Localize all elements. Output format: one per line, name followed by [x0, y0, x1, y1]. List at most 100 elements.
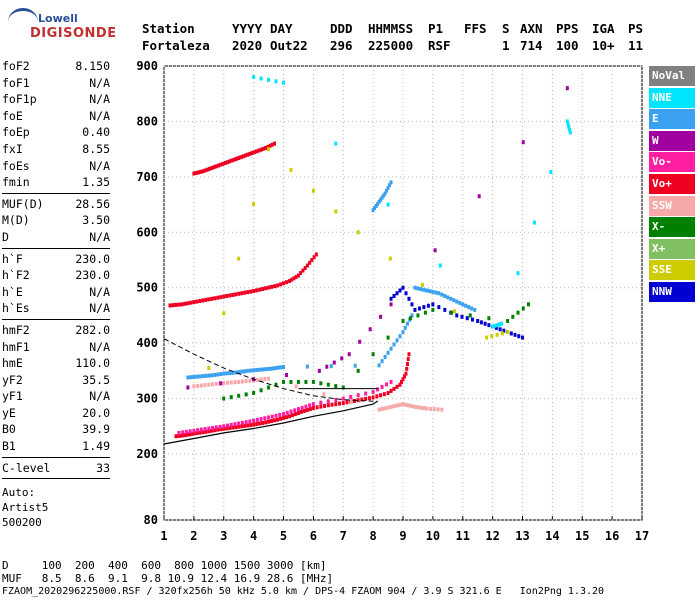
data-point: [499, 327, 502, 331]
data-point: [271, 143, 274, 147]
data-point: [273, 366, 276, 370]
y-tick-label: 600: [136, 225, 158, 239]
data-point: [267, 385, 270, 389]
data-point: [233, 380, 236, 384]
data-point: [241, 421, 244, 425]
data-point: [375, 394, 378, 398]
data-point: [425, 407, 428, 411]
data-point: [376, 387, 379, 391]
data-point: [198, 374, 201, 378]
data-point: [443, 294, 446, 298]
data-point: [533, 221, 536, 225]
data-point: [357, 230, 360, 234]
data-point: [478, 194, 481, 198]
data-point: [207, 427, 210, 431]
data-point: [390, 389, 393, 393]
data-point: [431, 302, 434, 306]
data-point: [419, 287, 422, 291]
data-point: [403, 374, 406, 378]
data-point: [216, 372, 219, 376]
data-point: [407, 297, 410, 301]
data-point: [384, 406, 387, 410]
data-point: [297, 380, 300, 384]
y-tick-label: 800: [136, 114, 158, 128]
data-point: [353, 399, 356, 403]
data-point: [276, 366, 279, 370]
data-point: [246, 290, 249, 294]
data-point: [312, 406, 315, 410]
data-point: [521, 336, 524, 340]
data-point: [471, 318, 474, 322]
data-point: [267, 367, 270, 371]
data-point: [331, 403, 334, 407]
data-point: [501, 331, 504, 335]
data-point: [249, 423, 252, 427]
data-point: [279, 365, 282, 369]
data-point: [186, 301, 189, 305]
data-point: [207, 297, 210, 301]
data-point: [294, 412, 297, 416]
data-point: [276, 418, 279, 422]
data-point: [429, 407, 432, 411]
data-point: [372, 390, 375, 394]
data-point: [350, 400, 353, 404]
data-point: [313, 255, 316, 259]
data-point: [381, 359, 384, 363]
data-point: [416, 313, 419, 317]
data-point: [506, 330, 509, 334]
data-point: [306, 365, 309, 369]
data-point: [517, 311, 520, 315]
data-point: [237, 394, 240, 398]
data-point: [404, 291, 407, 295]
x-tick-label: 1: [160, 529, 167, 543]
data-point: [264, 286, 267, 290]
data-point: [234, 292, 237, 296]
data-point: [308, 403, 311, 407]
data-point: [506, 319, 509, 323]
data-point: [334, 142, 337, 146]
data-point: [196, 384, 199, 388]
data-point: [413, 405, 416, 409]
data-point: [402, 330, 405, 334]
x-tick-label: 9: [399, 529, 406, 543]
data-point: [323, 404, 326, 408]
data-point: [222, 381, 225, 385]
data-point: [217, 163, 220, 167]
data-point: [245, 420, 248, 424]
data-point: [379, 393, 382, 397]
data-point: [201, 374, 204, 378]
x-tick-label: 10: [426, 529, 440, 543]
data-point: [261, 367, 264, 371]
data-point: [342, 397, 345, 401]
data-point: [418, 307, 421, 311]
x-tick-label: 12: [485, 529, 499, 543]
y-tick-label: 300: [136, 392, 158, 406]
data-point: [358, 340, 361, 344]
data-point: [404, 326, 407, 330]
data-point: [249, 290, 252, 294]
data-point: [428, 289, 431, 293]
data-point: [222, 397, 225, 401]
data-point: [376, 202, 379, 206]
data-point: [252, 423, 255, 427]
data-point: [487, 316, 490, 320]
data-point: [340, 356, 343, 360]
data-point: [357, 393, 360, 397]
data-point: [275, 79, 278, 83]
data-point: [390, 302, 393, 306]
data-point: [387, 203, 390, 207]
polarization-legend: NoValNNEEWVo-Vo+SSWX-X+SSENNW: [649, 66, 695, 304]
data-point: [200, 428, 203, 432]
data-point: [393, 294, 396, 298]
data-point: [183, 302, 186, 306]
data-point: [213, 296, 216, 300]
data-point: [450, 311, 453, 315]
x-tick-label: 7: [340, 529, 347, 543]
data-point: [289, 168, 292, 172]
data-point: [237, 422, 240, 426]
data-point: [267, 78, 270, 82]
data-point: [295, 384, 298, 388]
data-point: [433, 407, 436, 411]
data-point: [517, 271, 520, 275]
legend-item-noval: NoVal: [649, 66, 695, 86]
